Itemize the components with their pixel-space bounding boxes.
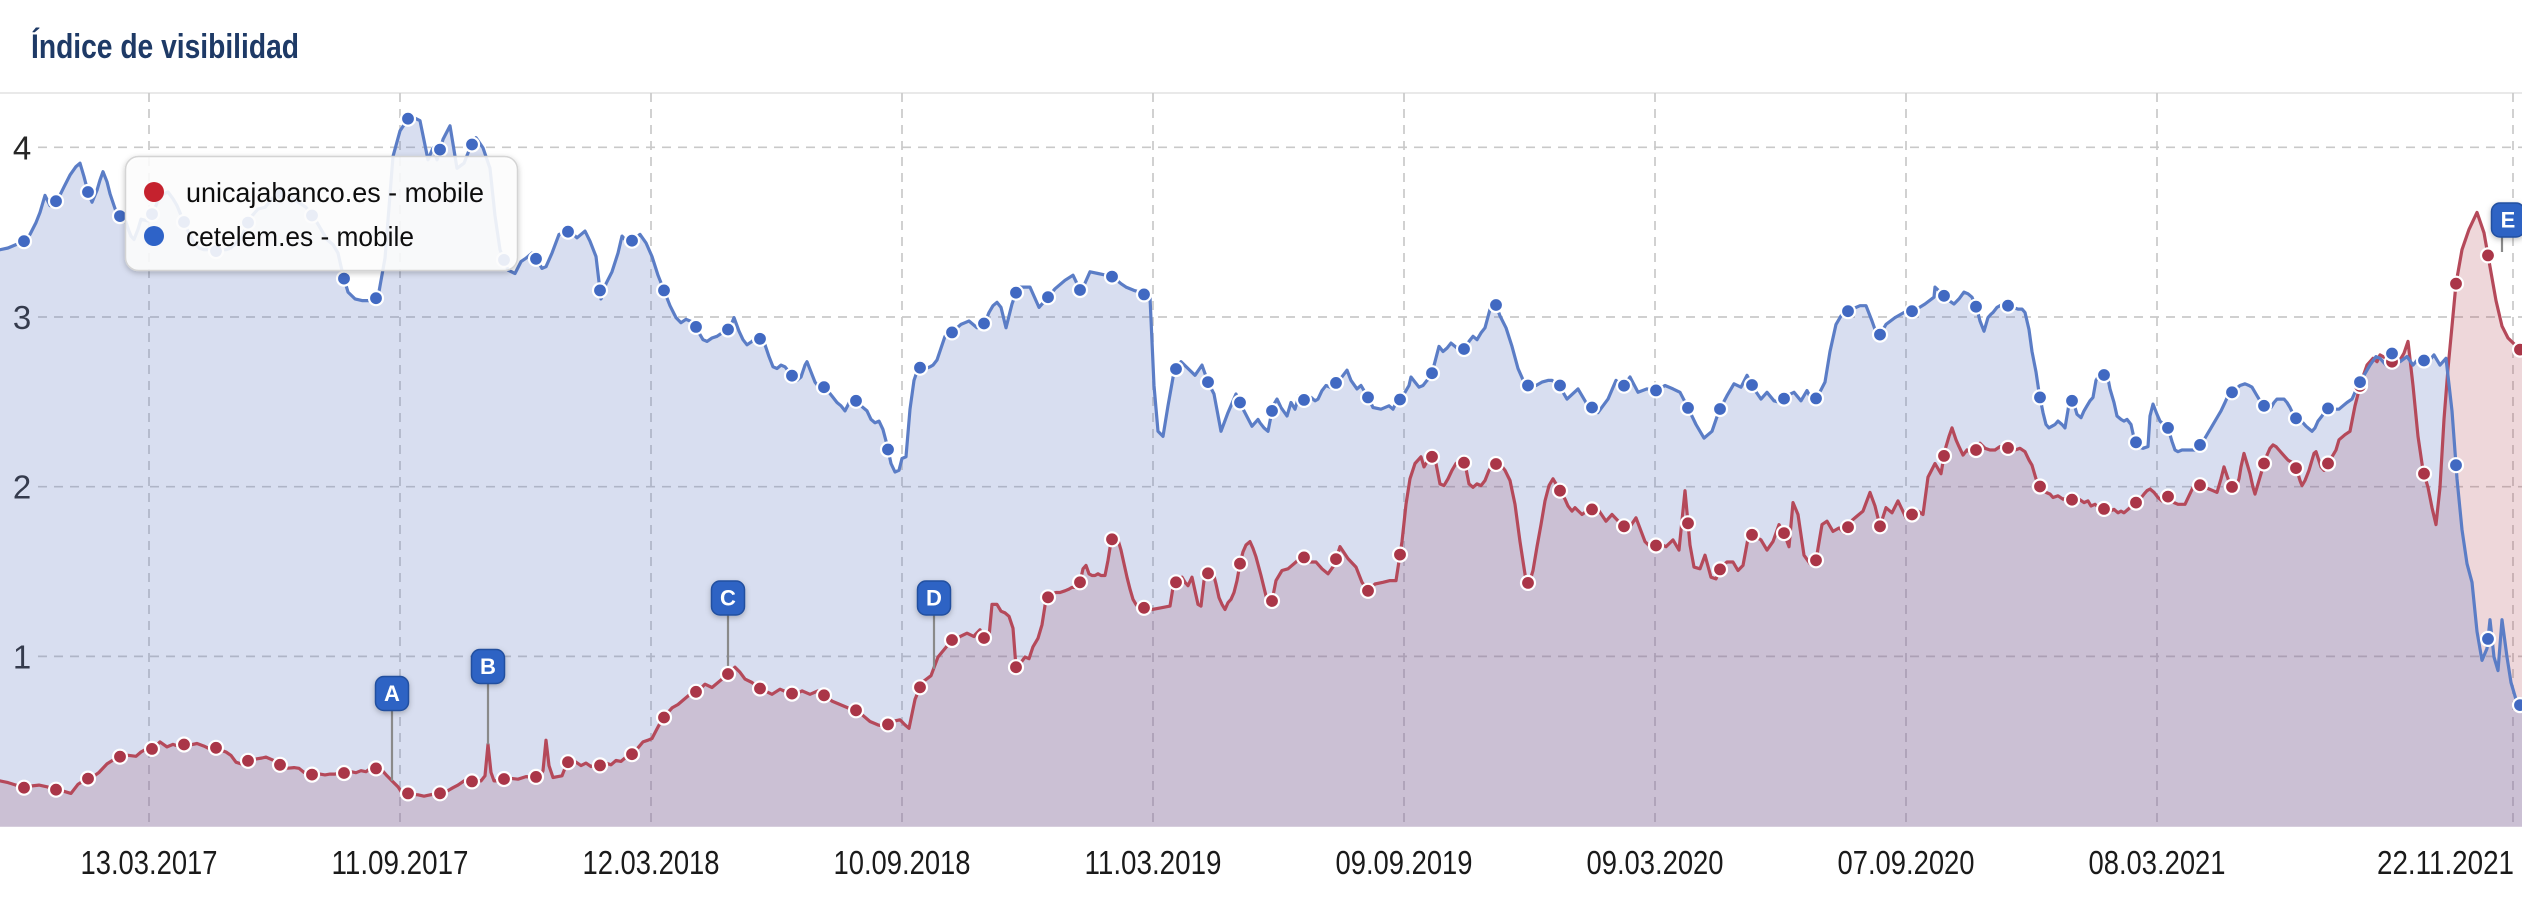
svg-text:D: D [926, 586, 942, 611]
svg-text:09.09.2019: 09.09.2019 [1336, 844, 1473, 881]
svg-text:4: 4 [13, 129, 31, 166]
svg-text:12.03.2018: 12.03.2018 [583, 844, 720, 881]
svg-text:cetelem.es - mobile: cetelem.es - mobile [186, 221, 414, 252]
svg-text:07.09.2020: 07.09.2020 [1838, 844, 1975, 881]
svg-text:22.11.2021: 22.11.2021 [2377, 844, 2514, 881]
svg-text:10.09.2018: 10.09.2018 [834, 844, 971, 881]
svg-text:unicajabanco.es - mobile: unicajabanco.es - mobile [186, 177, 484, 208]
svg-text:11.03.2019: 11.03.2019 [1085, 844, 1222, 881]
svg-text:E: E [2501, 208, 2516, 233]
svg-text:Índice de visibilidad: Índice de visibilidad [31, 28, 299, 66]
svg-text:11.09.2017: 11.09.2017 [332, 844, 469, 881]
svg-text:A: A [384, 681, 400, 706]
svg-text:B: B [480, 654, 496, 679]
svg-text:C: C [720, 586, 736, 611]
svg-text:09.03.2020: 09.03.2020 [1587, 844, 1724, 881]
svg-text:08.03.2021: 08.03.2021 [2089, 844, 2226, 881]
svg-text:13.03.2017: 13.03.2017 [81, 844, 218, 881]
